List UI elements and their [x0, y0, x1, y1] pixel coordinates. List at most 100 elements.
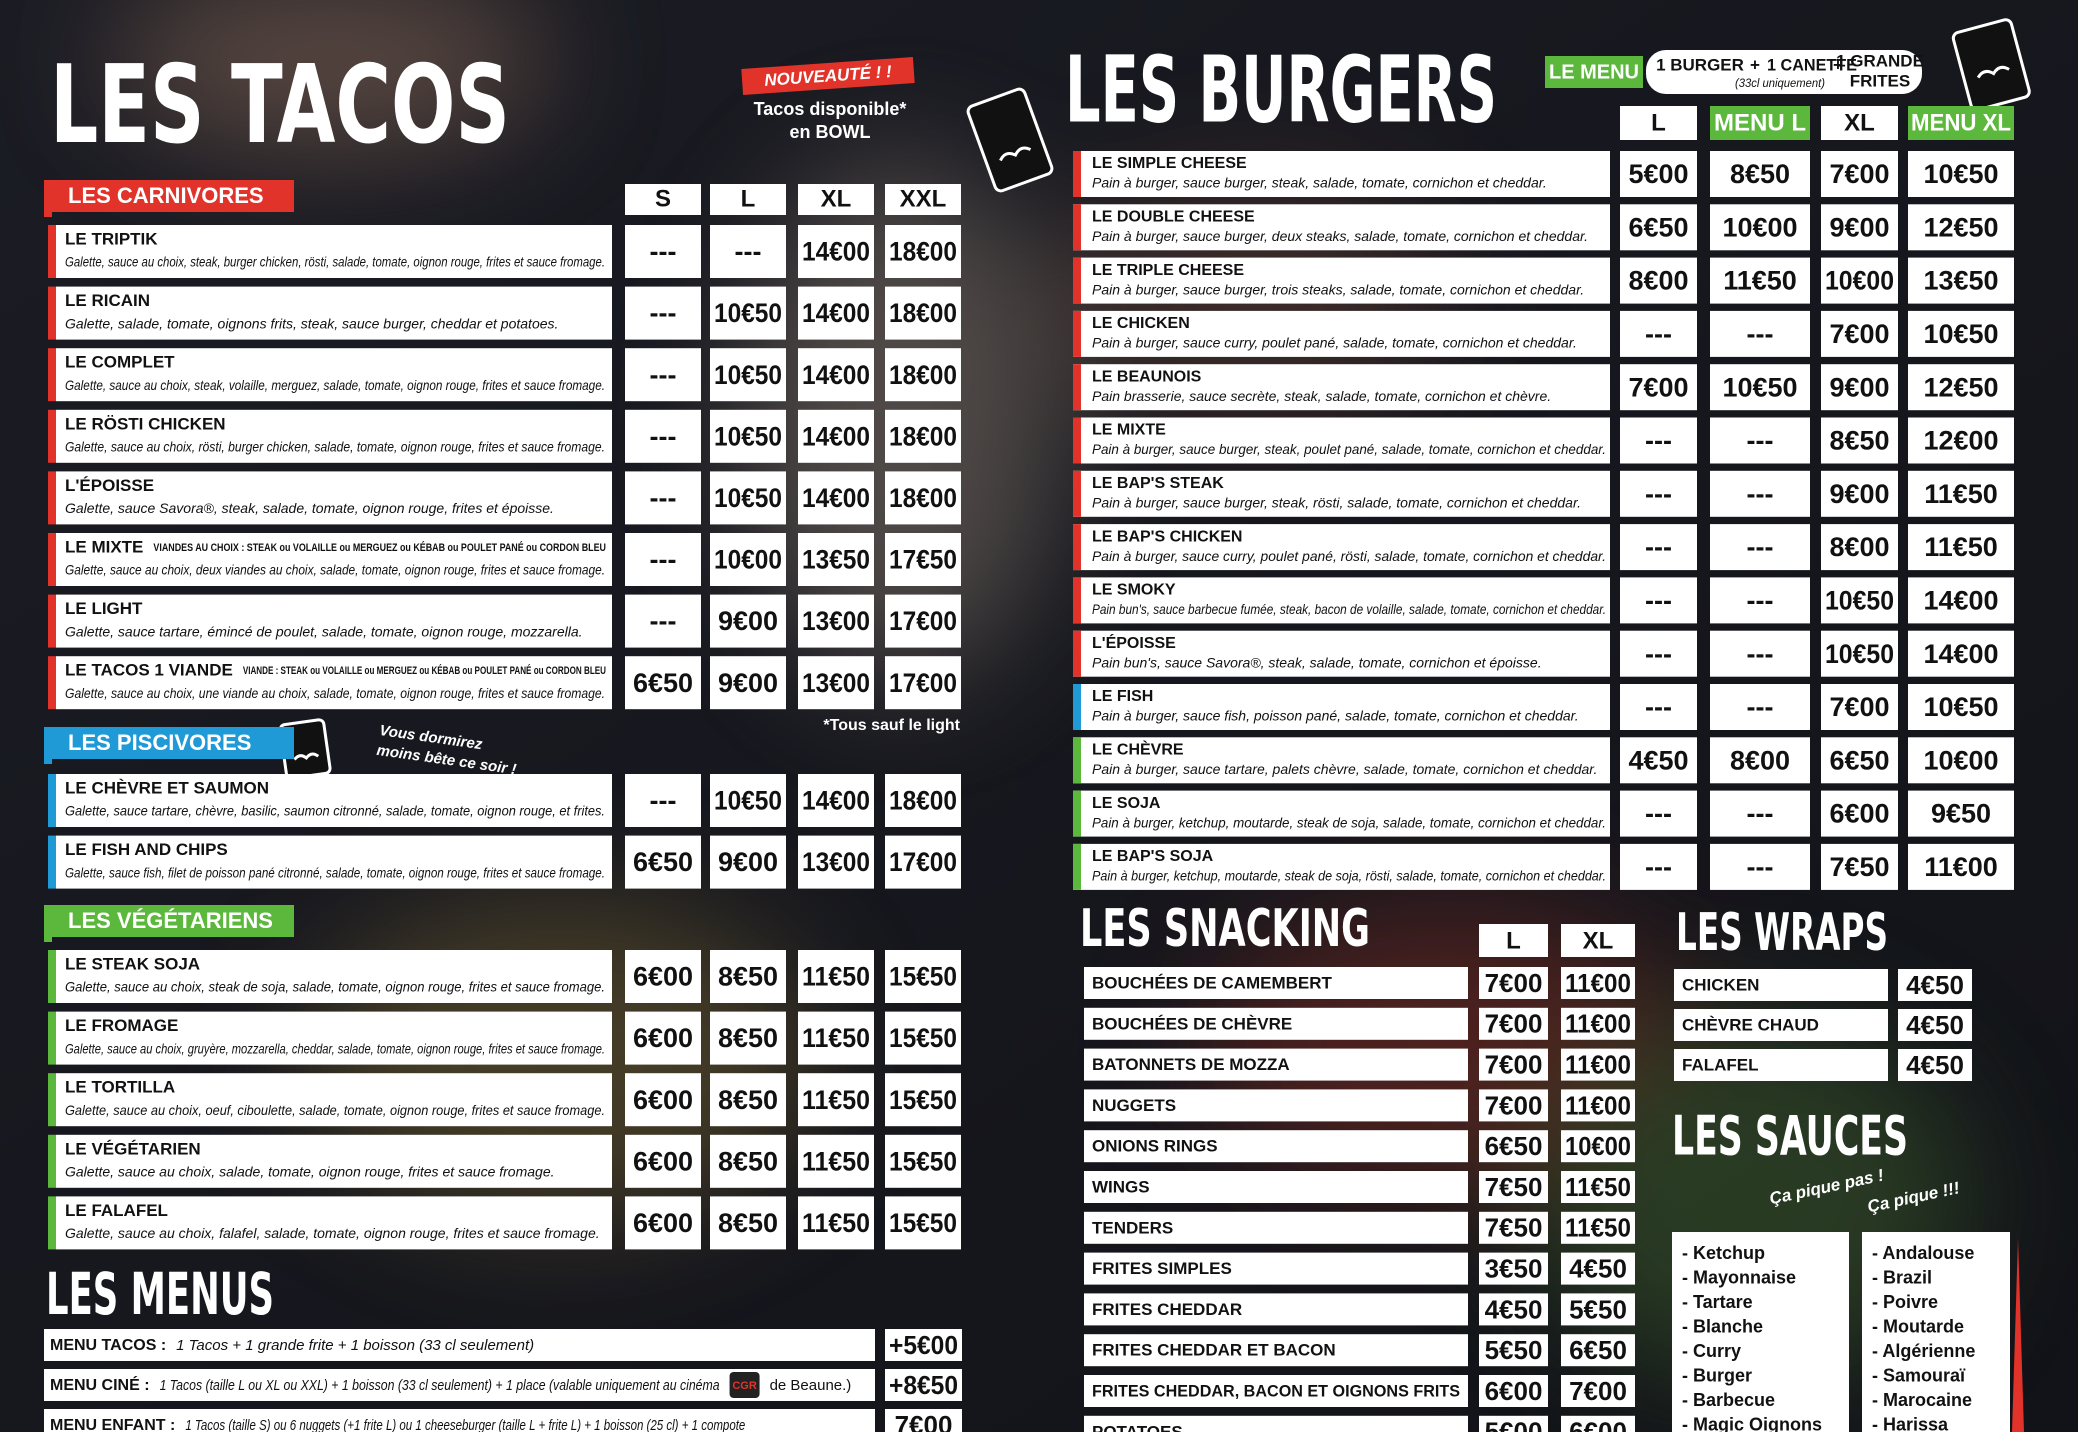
item-desc: Galette, sauce Savora®, steak, salade, t…	[65, 500, 554, 516]
price: 15€50	[889, 1023, 957, 1053]
item-box	[1084, 1089, 1468, 1122]
price-box	[1710, 737, 1810, 784]
price-box	[1821, 417, 1898, 464]
price-box	[710, 286, 786, 340]
price-box	[625, 471, 701, 525]
item-box	[1073, 684, 1610, 730]
price: 7€50	[1485, 1213, 1543, 1243]
price: 7€00	[895, 1410, 953, 1432]
price-box	[885, 594, 961, 648]
item-box	[1084, 1252, 1468, 1285]
price-box	[1561, 1130, 1635, 1163]
price: 6€50	[1485, 1131, 1543, 1161]
size-header	[1710, 106, 1810, 140]
item-name: L'ÉPOISSE	[1092, 633, 1176, 652]
size-header	[1908, 106, 2014, 140]
price: 6€50	[633, 847, 693, 877]
price: ---	[1747, 479, 1774, 509]
price: ---	[1747, 532, 1774, 562]
price: 13€00	[802, 606, 870, 636]
price-box	[1821, 204, 1898, 251]
price-box	[1908, 843, 2014, 890]
price-box	[885, 1196, 961, 1250]
price-box	[1821, 310, 1898, 357]
sauce-item: - Brazil	[1872, 1267, 1932, 1287]
price-box	[885, 225, 961, 278]
item-box	[1073, 204, 1610, 251]
item-name: FRITES SIMPLES	[1092, 1259, 1232, 1278]
formula-part: 1 GRANDE	[1836, 51, 1924, 70]
price: 8€50	[718, 962, 778, 992]
item-box	[56, 286, 612, 340]
price: 9€50	[1931, 799, 1991, 829]
price-box	[798, 774, 874, 827]
item-accent	[48, 1134, 56, 1188]
price-box	[1710, 630, 1810, 677]
menu-desc: de Beaune.)	[770, 1377, 852, 1394]
price: ---	[1747, 586, 1774, 616]
section-title: LES BURGERS	[1065, 36, 1497, 143]
price-box	[1620, 684, 1697, 730]
price-box	[1908, 310, 2014, 357]
item-box	[1674, 1049, 1888, 1081]
price: 11€50	[1565, 1213, 1631, 1243]
item-name: LE BAP'S STEAK	[1092, 475, 1224, 492]
item-name: CHICKEN	[1682, 975, 1759, 994]
price: 6€00	[633, 962, 693, 992]
price-box	[710, 594, 786, 648]
item-box	[1674, 969, 1888, 1001]
price-box	[798, 1073, 874, 1127]
price: 17€00	[889, 606, 957, 636]
chili-icon	[2012, 1238, 2024, 1432]
item-extra: VIANDE : STEAK ou VOLAILLE ou MERGUEZ ou…	[243, 664, 606, 677]
item-accent	[1073, 364, 1081, 411]
price: 4€50	[1906, 1050, 1964, 1080]
item-name: LE BAP'S SOJA	[1092, 848, 1214, 865]
item-name: LE TORTILLA	[65, 1078, 175, 1097]
price-box	[1821, 524, 1898, 571]
price-box	[1908, 684, 2014, 730]
price: 14€00	[802, 298, 870, 328]
item-desc: Galette, salade, tomate, oignons frits, …	[65, 315, 558, 331]
price-box	[885, 656, 961, 710]
formula-part: +	[1750, 55, 1760, 74]
item-box	[1073, 524, 1610, 571]
item-box	[56, 348, 612, 402]
item-box	[1084, 1375, 1468, 1407]
item-box	[1084, 1334, 1468, 1367]
price: 4€50	[1569, 1253, 1627, 1283]
price-box	[1821, 737, 1898, 784]
price: 18€00	[889, 298, 957, 328]
item-name: LE DOUBLE CHEESE	[1092, 209, 1255, 226]
price: 7€00	[1569, 1376, 1627, 1406]
price-box	[710, 225, 786, 278]
price: 10€00	[1825, 266, 1894, 296]
price: 5€50	[1569, 1294, 1627, 1324]
price: ---	[1645, 426, 1672, 456]
item-name: LE FISH AND CHIPS	[65, 840, 228, 859]
item-name: LE TRIPTIK	[65, 229, 158, 248]
bowl-note: en BOWL	[790, 122, 871, 142]
price-box	[710, 471, 786, 525]
price: 18€00	[889, 237, 957, 267]
formula-label-bg	[1545, 56, 1643, 88]
price: 18€00	[889, 360, 957, 390]
size-header	[625, 184, 701, 215]
price: 11€50	[802, 962, 870, 992]
price: ---	[650, 421, 677, 451]
price-box	[625, 533, 701, 586]
item-desc: Galette, sauce fish, filet de poisson pa…	[65, 864, 605, 880]
item-accent	[1073, 524, 1081, 571]
price: 7€00	[1829, 159, 1889, 189]
price: 7€00	[1829, 319, 1889, 349]
price: ---	[1645, 639, 1672, 669]
price: ---	[650, 298, 677, 328]
item-name: FRITES CHEDDAR, BACON ET OIGNONS FRITS	[1092, 1381, 1460, 1400]
price: 17€00	[889, 668, 957, 698]
sauce-item: - Mayonnaise	[1682, 1267, 1796, 1287]
size-header	[1479, 924, 1548, 957]
price-box	[1479, 1089, 1548, 1122]
sauce-item: - Burger	[1682, 1365, 1752, 1385]
price: 6€50	[1628, 212, 1688, 242]
logo: CGR	[732, 1380, 757, 1392]
